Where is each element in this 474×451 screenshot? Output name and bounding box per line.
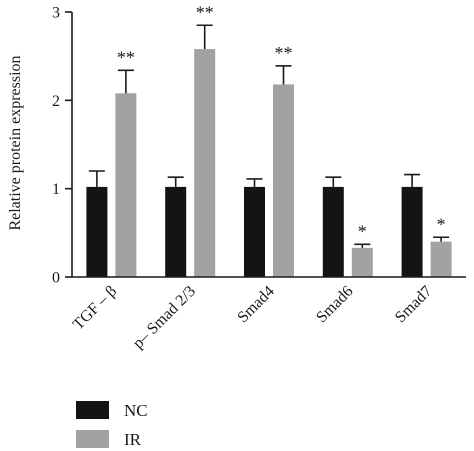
significance-marker: **: [117, 47, 135, 67]
bar-ir: [194, 49, 216, 277]
bars: ******* *: [86, 2, 452, 278]
legend-swatch-nc: [76, 401, 109, 419]
x-tick-label: Smad4: [234, 283, 277, 326]
significance-marker: **: [196, 2, 214, 22]
bar-nc: [244, 186, 265, 277]
y-axis: 0 1 2 3: [52, 5, 73, 287]
bar-ir: [430, 241, 452, 277]
y-tick-label: 3: [52, 5, 60, 22]
legend-label-nc: NC: [124, 401, 148, 420]
bar-nc: [401, 186, 423, 277]
y-axis-label: Relative protein expression: [7, 55, 24, 230]
legend-swatch-ir: [76, 430, 109, 448]
bar-ir: [351, 247, 373, 277]
y-tick-label: 0: [52, 270, 60, 287]
bar-nc: [86, 186, 108, 277]
bar-ir: [273, 84, 294, 277]
bar-nc: [165, 186, 187, 277]
x-tick-label: TGF – β: [70, 283, 120, 333]
bar-ir: [115, 93, 137, 278]
legend-label-ir: IR: [124, 430, 142, 449]
y-tick-label: 2: [52, 93, 60, 110]
significance-marker: **: [275, 43, 293, 63]
x-tick-label: Smad6: [313, 283, 356, 326]
significance-marker: *: [358, 221, 367, 241]
x-tick-label: Smad7: [392, 283, 435, 326]
y-tick-label: 1: [52, 181, 60, 198]
legend: NC IR: [76, 401, 148, 449]
bar-nc: [322, 186, 344, 277]
significance-marker: *: [437, 214, 446, 234]
x-axis: TGF – β p– Smad 2/3 Smad4 Smad6 Smad7: [70, 276, 466, 352]
x-tick-label: p– Smad 2/3: [130, 283, 199, 352]
